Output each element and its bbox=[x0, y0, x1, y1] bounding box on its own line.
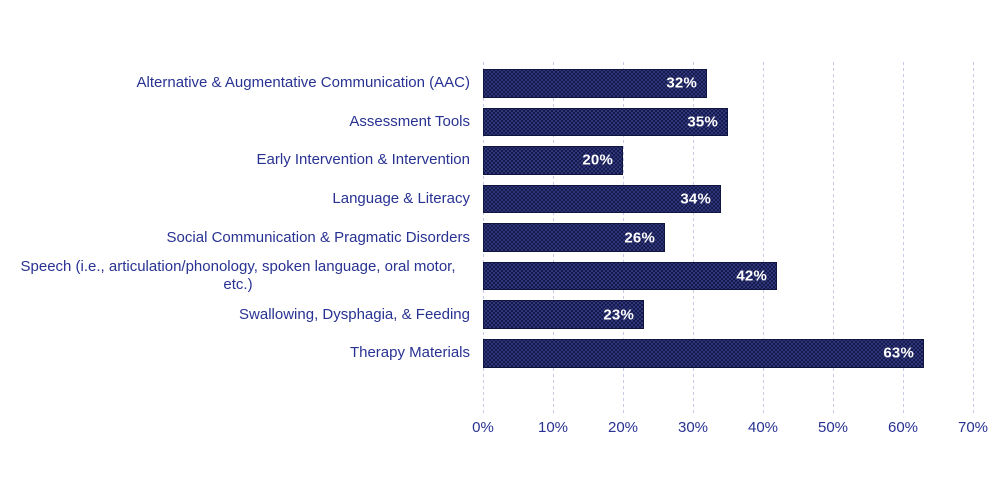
category-label-text: Therapy Materials bbox=[349, 344, 470, 362]
gridline bbox=[693, 62, 694, 413]
category-label-text: Early Intervention & Intervention bbox=[256, 151, 470, 169]
gridline bbox=[833, 62, 834, 413]
x-axis-tick-label: 0% bbox=[472, 419, 494, 436]
category-label-text: Speech (i.e., articulation/phonology, sp… bbox=[20, 258, 456, 294]
x-axis-tick-label: 70% bbox=[957, 419, 989, 436]
bar: 23% bbox=[483, 300, 644, 329]
bar-value-label: 35% bbox=[687, 113, 718, 131]
x-axis-tick-label: 40% bbox=[747, 419, 779, 436]
gridline bbox=[903, 62, 904, 413]
plot-area: 32% 35% 20% 34% 26% 42% 23% 63% bbox=[483, 62, 974, 413]
category-label: Language & Literacy bbox=[6, 190, 470, 208]
category-label-text: Alternative & Augmentative Communication… bbox=[136, 74, 470, 92]
bar-value-label: 42% bbox=[736, 267, 767, 285]
bar: 34% bbox=[483, 184, 721, 214]
category-label: Alternative & Augmentative Communication… bbox=[6, 74, 470, 92]
x-axis-tick-label: 20% bbox=[607, 419, 639, 436]
bar: 20% bbox=[483, 146, 623, 175]
bar-value-label: 63% bbox=[883, 344, 914, 362]
bar-value-label: 20% bbox=[582, 151, 613, 169]
category-label: Speech (i.e., articulation/phonology, sp… bbox=[6, 258, 470, 294]
bar-value-label: 34% bbox=[680, 190, 711, 208]
bar: 32% bbox=[483, 69, 707, 98]
category-label-text: Language & Literacy bbox=[332, 190, 470, 207]
gridline bbox=[973, 62, 974, 413]
category-label: Swallowing, Dysphagia, & Feeding bbox=[6, 306, 470, 324]
x-axis-tick-label: 50% bbox=[817, 419, 849, 436]
category-label: Assessment Tools bbox=[6, 113, 470, 131]
bar: 26% bbox=[483, 223, 665, 252]
category-label: Social Communication & Pragmatic Disorde… bbox=[6, 229, 470, 247]
category-label: Early Intervention & Intervention bbox=[6, 151, 470, 169]
category-label: Therapy Materials bbox=[6, 344, 470, 362]
bar: 42% bbox=[483, 261, 777, 291]
category-label-text: Social Communication & Pragmatic Disorde… bbox=[166, 228, 470, 246]
bar: 63% bbox=[483, 338, 924, 368]
category-label-text: Assessment Tools bbox=[349, 112, 470, 130]
bar-value-label: 32% bbox=[666, 74, 697, 92]
x-axis-tick-label: 30% bbox=[677, 419, 709, 436]
bar-value-label: 23% bbox=[603, 306, 634, 324]
bar-value-label: 26% bbox=[624, 229, 655, 247]
gridline bbox=[763, 62, 764, 413]
x-axis-tick-label: 60% bbox=[887, 419, 919, 436]
category-label-text: Swallowing, Dysphagia, & Feeding bbox=[239, 305, 470, 323]
bar: 35% bbox=[483, 107, 728, 137]
x-axis-tick-label: 10% bbox=[537, 419, 569, 436]
